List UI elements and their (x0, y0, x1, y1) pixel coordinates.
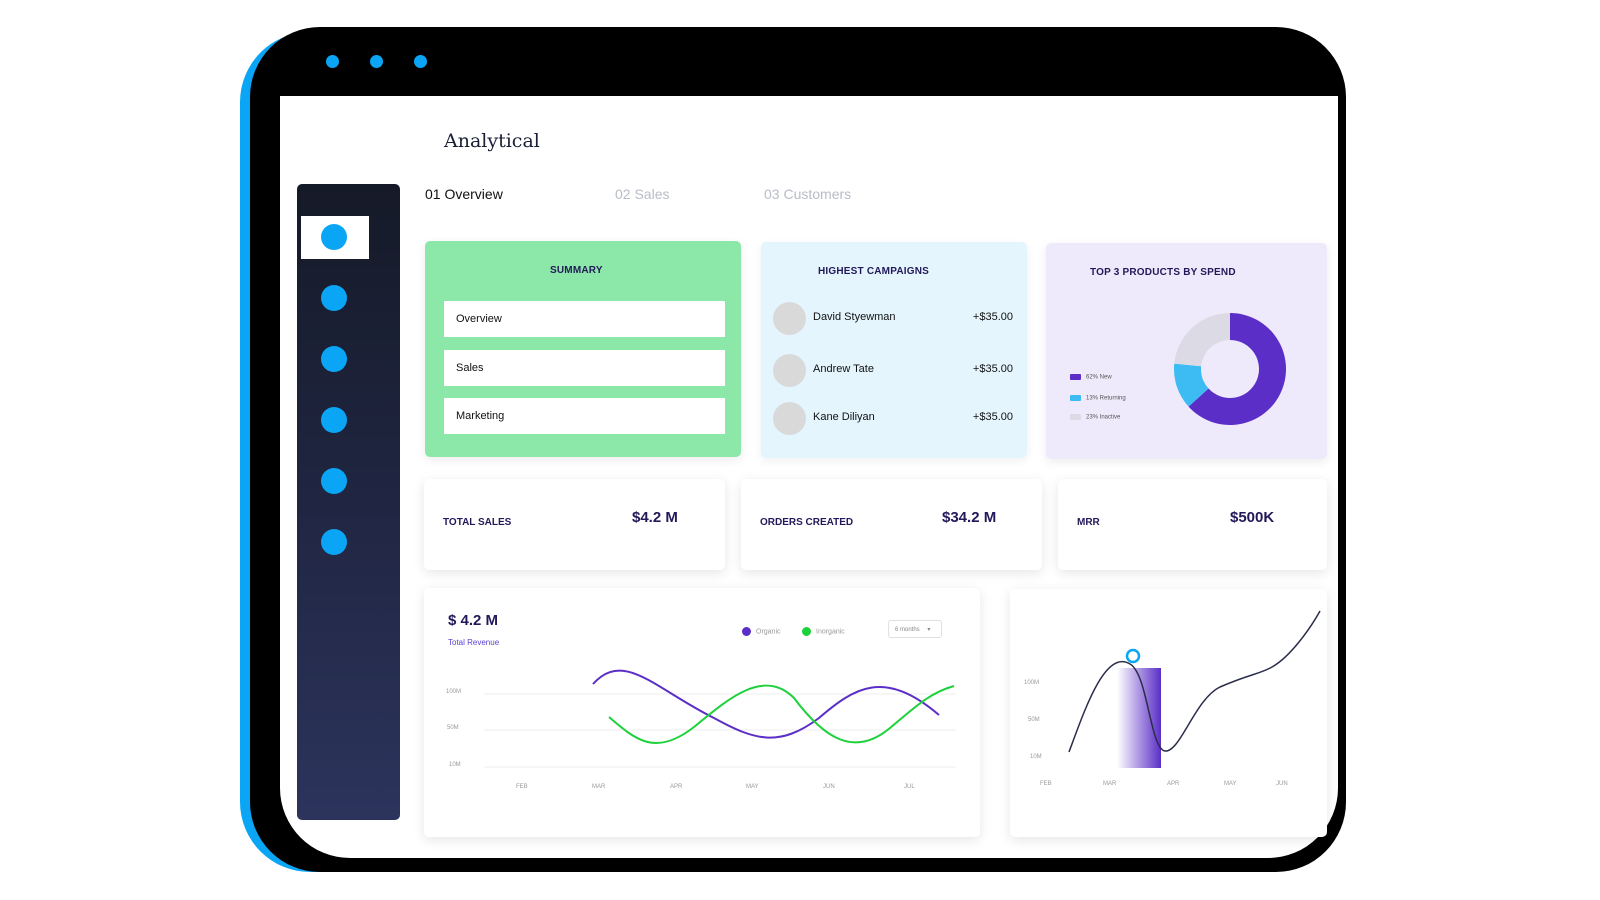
legend-label: 62% New (1086, 374, 1112, 381)
period-select-value: 6 months (895, 627, 920, 633)
legend-dot-icon (802, 627, 811, 636)
x-tick-label: JUN (823, 784, 835, 790)
campaign-name: Andrew Tate (813, 363, 874, 375)
products-title: TOP 3 PRODUCTS BY SPEND (1090, 267, 1236, 278)
y-tick-label: 10M (449, 762, 461, 768)
summary-item-overview[interactable]: Overview (444, 301, 725, 337)
page-title: Analytical (444, 130, 540, 152)
stat-value: $500K (1230, 509, 1275, 526)
window-dot-icon (414, 55, 427, 68)
campaign-amount: +$35.00 (972, 363, 1013, 375)
stat-label: TOTAL SALES (443, 517, 512, 528)
summary-item-marketing[interactable]: Marketing (444, 398, 725, 434)
x-tick-label: MAR (1103, 781, 1117, 787)
summary-card: SUMMARY Overview Sales Marketing (425, 241, 741, 457)
trend-chart-card: 100M 50M 10M FEB MAR APR MAY JUN (1010, 589, 1327, 837)
campaign-row[interactable]: Kane Diliyan +$35.00 (773, 402, 1013, 436)
window-dot-icon (370, 55, 383, 68)
legend-item-returning: 13% Returning (1070, 395, 1126, 402)
y-tick-label: 10M (1030, 754, 1042, 760)
y-tick-label: 50M (447, 725, 459, 731)
tab-sales[interactable]: 02 Sales (615, 186, 670, 202)
chevron-down-icon: ▾ (927, 627, 931, 633)
x-tick-label: FEB (1040, 781, 1052, 787)
summary-item-sales[interactable]: Sales (444, 350, 725, 386)
legend-label: 23% Inactive (1086, 414, 1121, 421)
donut-slice-inactive (1174, 313, 1230, 367)
campaigns-card: HIGHEST CAMPAIGNS David Styewman +$35.00… (761, 242, 1027, 458)
sidebar-item-5-icon[interactable] (321, 468, 347, 494)
stat-label: MRR (1077, 517, 1100, 528)
campaign-name: Kane Diliyan (813, 411, 875, 423)
avatar (773, 402, 806, 435)
sidebar-item-2-icon[interactable] (321, 285, 347, 311)
avatar (773, 302, 806, 335)
tab-overview[interactable]: 01 Overview (425, 186, 503, 202)
trend-series-line (1068, 610, 1321, 753)
legend-item-organic: Organic (742, 627, 781, 636)
campaign-name: David Styewman (813, 311, 896, 323)
legend-swatch (1070, 395, 1081, 401)
x-tick-label: JUN (1276, 781, 1288, 787)
stat-card-mrr: MRR $500K (1058, 479, 1327, 570)
stat-value: $4.2 M (632, 509, 678, 526)
campaign-row[interactable]: Andrew Tate +$35.00 (773, 354, 1013, 388)
legend-label: 13% Returning (1086, 395, 1126, 402)
donut-slice-new (1188, 313, 1286, 425)
stat-label: ORDERS CREATED (760, 517, 854, 528)
legend-item-inorganic: Inorganic (802, 627, 845, 636)
x-tick-label: APR (1167, 781, 1180, 787)
campaign-amount: +$35.00 (972, 311, 1013, 323)
legend-swatch (1070, 374, 1081, 380)
legend-swatch (1070, 414, 1081, 420)
campaigns-title: HIGHEST CAMPAIGNS (818, 266, 929, 277)
campaign-amount: +$35.00 (972, 411, 1013, 423)
revenue-subtitle: Total Revenue (448, 638, 500, 647)
sidebar-item-6-icon[interactable] (321, 529, 347, 555)
campaign-row[interactable]: David Styewman +$35.00 (773, 302, 1013, 336)
window-dot-icon (326, 55, 339, 68)
sidebar (297, 184, 400, 820)
revenue-line-chart (484, 669, 956, 768)
x-tick-label: JUL (904, 784, 915, 790)
x-tick-label: MAY (746, 784, 759, 790)
sidebar-item-1-icon[interactable] (321, 224, 347, 250)
period-select[interactable]: 6 months ▾ (888, 620, 942, 638)
x-tick-label: APR (670, 784, 683, 790)
stat-card-orders-created: ORDERS CREATED $34.2 M (741, 479, 1042, 570)
avatar (773, 354, 806, 387)
inorganic-series-line (608, 684, 955, 744)
stat-value: $34.2 M (942, 509, 997, 526)
y-tick-label: 100M (446, 689, 462, 695)
tab-customers[interactable]: 03 Customers (764, 186, 852, 202)
legend-item-new: 62% New (1070, 374, 1112, 381)
donut-chart (1174, 313, 1286, 425)
sidebar-item-4-icon[interactable] (321, 407, 347, 433)
selected-point-marker[interactable] (1125, 648, 1141, 664)
legend-item-inactive: 23% Inactive (1070, 414, 1120, 421)
donut-slice-returning (1174, 363, 1209, 407)
highlight-bar (1117, 668, 1161, 768)
trend-line-chart (1068, 610, 1321, 768)
stat-card-total-sales: TOTAL SALES $4.2 M (424, 479, 725, 570)
x-tick-label: MAY (1224, 781, 1237, 787)
legend-label: Inorganic (816, 628, 845, 636)
x-tick-label: FEB (516, 784, 528, 790)
revenue-chart-card: $ 4.2 M Total Revenue Organic Inorganic … (424, 588, 980, 837)
y-tick-label: 100M (1024, 680, 1040, 686)
sidebar-item-3-icon[interactable] (321, 346, 347, 372)
y-tick-label: 50M (1028, 717, 1040, 723)
legend-label: Organic (756, 628, 781, 636)
revenue-amount: $ 4.2 M (448, 612, 499, 629)
legend-dot-icon (742, 627, 751, 636)
products-card: TOP 3 PRODUCTS BY SPEND 62% New 13% Retu… (1046, 243, 1327, 459)
organic-series-line (592, 669, 940, 739)
x-tick-label: MAR (592, 784, 606, 790)
summary-title: SUMMARY (550, 265, 603, 276)
